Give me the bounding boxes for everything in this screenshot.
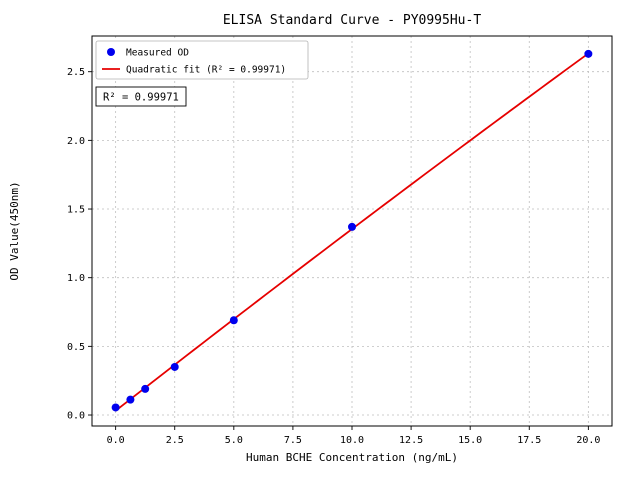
x-tick-label: 5.0 — [225, 435, 243, 446]
x-tick-label: 12.5 — [399, 435, 423, 446]
measured-od-point — [170, 362, 179, 371]
y-axis-label: OD Value(450nm) — [8, 181, 21, 280]
y-tick-label: 0.0 — [67, 411, 85, 422]
axes-layer: 0.0 2.5 5.0 7.5 10.0 12.5 15.0 17.5 20.0 0.0 0.5 1.… — [67, 35, 613, 446]
x-tick-label: 15.0 — [458, 435, 482, 446]
measured-od-point — [348, 222, 356, 231]
legend-label-quadratic-fit: Quadratic fit (R² = 0.99971) — [126, 65, 286, 76]
y-tick-label: 1.0 — [67, 273, 85, 284]
series-layer — [111, 49, 593, 412]
r-squared-annotation-text: R² = 0.99971 — [103, 92, 179, 104]
chart-title: ELISA Standard Curve - PY0995Hu-T — [223, 13, 481, 28]
y-tick-label: 0.5 — [67, 342, 85, 353]
x-tick-label: 17.5 — [517, 435, 541, 446]
y-tick-label: 2.5 — [67, 67, 85, 78]
r-squared-annotation-box — [95, 86, 187, 107]
x-axis-label: Human BCHE Concentration (ng/mL) — [246, 451, 458, 464]
legend: Measured OD Quadratic fit (R² = 0.99971) — [95, 40, 309, 80]
x-tick-label: 7.5 — [284, 435, 302, 446]
measured-od-point — [111, 403, 120, 412]
y-tick-label: 2.0 — [67, 136, 85, 147]
r-squared-annotation: R² = 0.99971 — [95, 86, 187, 107]
legend-box — [95, 40, 309, 80]
x-tick-label: 0.0 — [107, 435, 125, 446]
y-tick-label: 1.5 — [67, 205, 85, 216]
legend-label-measured-od: Measured OD — [126, 48, 189, 59]
measured-od-marker-icon — [107, 48, 115, 56]
x-tick-label: 10.0 — [340, 435, 364, 446]
x-tick-label: 20.0 — [576, 435, 600, 446]
measured-od-point — [584, 49, 593, 58]
x-tick-label: 2.5 — [166, 435, 184, 446]
measured-od-point — [126, 395, 135, 404]
measured-od-point — [229, 316, 238, 325]
measured-od-point — [141, 384, 150, 393]
